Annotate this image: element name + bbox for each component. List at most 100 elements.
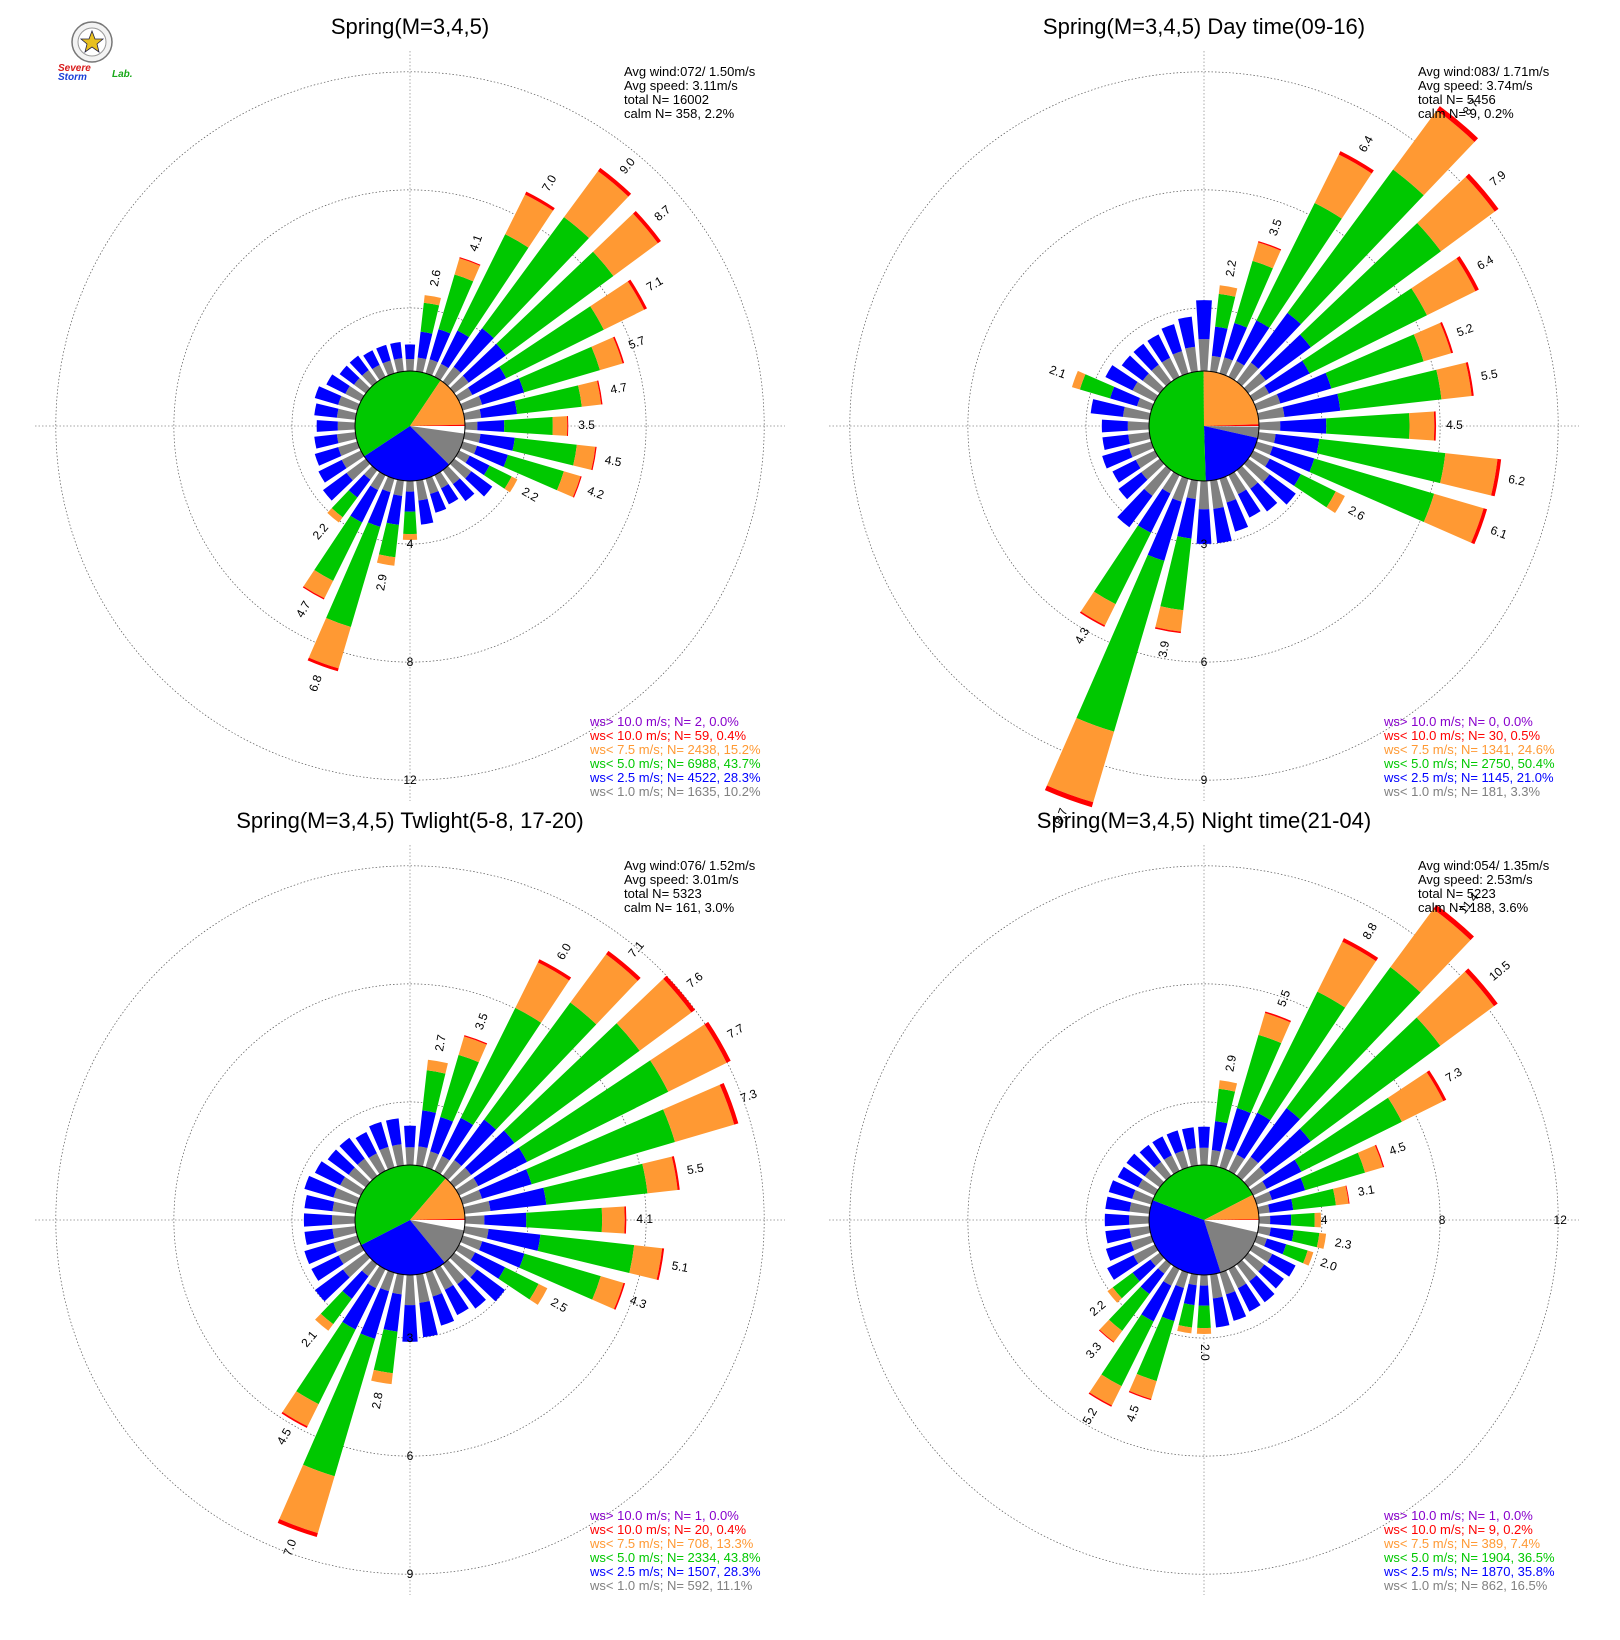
bar-segment-lt5 — [499, 306, 604, 379]
bar-segment-lt1 — [1132, 1190, 1154, 1205]
bar-value-label: 8.7 — [1052, 806, 1071, 827]
bar-segment-lt5 — [422, 1070, 446, 1113]
wind-bar — [442, 1259, 486, 1309]
pie-slice-lt7_5 — [1203, 371, 1259, 426]
bar-segment-lt1 — [1249, 1244, 1273, 1263]
bar-segment-lt2_5 — [1132, 1259, 1156, 1282]
bar-value-label: 5.5 — [1274, 988, 1293, 1009]
bar-segment-lt1 — [1210, 1273, 1223, 1299]
legend-line-lt10: ws< 10.0 m/s; N= 20, 0.4% — [589, 1522, 747, 1537]
wind-bar — [463, 1226, 665, 1281]
pie-slice-calm_sector — [1204, 426, 1259, 427]
bar-segment-lt2_5 — [488, 1187, 547, 1211]
bar-segment-lt7_5 — [629, 1245, 663, 1280]
bar-segment-lt2_5 — [1267, 1253, 1296, 1277]
bar-segment-lt7_5 — [591, 337, 623, 371]
bar-segment-lt2_5 — [1105, 1241, 1135, 1261]
bar-segment-lt2_5 — [468, 366, 507, 396]
grid-ring — [1085, 1101, 1323, 1339]
bar-segment-lt7_5 — [1326, 491, 1345, 514]
bar-segment-lt2_5 — [1166, 1130, 1184, 1154]
bar-segment-lt1 — [434, 1155, 450, 1175]
bar-segment-lt2_5 — [304, 1175, 337, 1198]
bar-value-label: 2.1 — [298, 1328, 320, 1350]
bar-segment-lt1 — [442, 465, 460, 485]
bar-segment-lt1 — [449, 458, 472, 479]
bar-segment-lt5 — [438, 274, 474, 334]
bar-segment-lt1 — [1198, 480, 1210, 510]
pie-slice-lt2_5 — [1149, 1200, 1221, 1275]
bar-segment-lt2_5 — [478, 378, 525, 405]
legend-line-lt1: ws< 1.0 m/s; N= 181, 3.3% — [1383, 784, 1541, 799]
bar-value-label: 7.0 — [539, 172, 560, 194]
wind-bar — [425, 1035, 488, 1170]
bar-segment-lt7_5 — [1390, 908, 1471, 993]
wind-bar — [1219, 476, 1249, 532]
bar-segment-lt1 — [1254, 1235, 1267, 1247]
bar-segment-lt2_5 — [404, 344, 416, 360]
bar-segment-lt1 — [1249, 385, 1270, 402]
wind-bar — [339, 1137, 378, 1181]
stat-line: Avg speed: 2.53m/s — [1418, 872, 1533, 887]
legend-line-gt10: ws> 10.0 m/s; N= 1, 0.0% — [589, 1508, 739, 1523]
bar-segment-lt1 — [425, 1151, 439, 1170]
bar-segment-lt7_5 — [1303, 1250, 1314, 1266]
legend-line-lt7_5: ws< 7.5 m/s; N= 2438, 15.2% — [589, 742, 761, 757]
bar-segment-lt1 — [1129, 1202, 1151, 1214]
bar-segment-lt7_5 — [315, 1313, 334, 1331]
bar-value-label: 4.5 — [1446, 418, 1463, 432]
bar-segment-lt5 — [503, 1023, 640, 1143]
bar-segment-lt1 — [1186, 479, 1198, 499]
wind-bar — [1104, 1213, 1150, 1227]
bar-value-label: 6.8 — [306, 673, 325, 694]
wind-bar — [434, 471, 459, 505]
bar-segment-lt7_5 — [1317, 941, 1377, 1008]
bar-segment-lt1 — [434, 471, 449, 489]
bar-segment-lt10 — [1088, 1392, 1112, 1407]
bar-value-label: 4.5 — [274, 1425, 295, 1447]
wind-bar — [315, 1259, 378, 1331]
stat-line: total N= 5456 — [1418, 92, 1496, 107]
bar-segment-lt7_5 — [423, 295, 441, 306]
bar-segment-lt10 — [671, 1156, 680, 1190]
bar-segment-lt5 — [1326, 413, 1410, 439]
wind-bar — [1210, 1080, 1238, 1167]
bar-segment-lt1 — [416, 1273, 430, 1303]
bar-segment-lt10 — [1440, 322, 1454, 354]
bar-segment-lt2_5 — [314, 447, 342, 466]
pie-slice-calm_sector — [1204, 1220, 1260, 1233]
pie-slice-lt2_5 — [364, 426, 450, 482]
bar-segment-lt1 — [1236, 1156, 1259, 1181]
bar-segment-lt2_5 — [1102, 448, 1133, 469]
wind-bar — [449, 1252, 505, 1302]
bar-segment-lt10 — [1465, 362, 1474, 396]
wind-bar — [449, 210, 661, 394]
bar-segment-lt1 — [1219, 476, 1236, 503]
bar-value-label: 2.7 — [432, 1033, 449, 1052]
bar-segment-lt1 — [405, 1147, 415, 1166]
ring-label: 12 — [1554, 1213, 1568, 1227]
legend-line-lt10: ws< 10.0 m/s; N= 9, 0.2% — [1383, 1522, 1533, 1537]
bar-value-label: 2.2 — [519, 484, 541, 505]
bar-segment-lt1 — [338, 1244, 365, 1265]
bar-segment-lt1 — [1161, 357, 1180, 381]
wind-bar — [1258, 411, 1437, 441]
bar-value-label: 3.9 — [1155, 639, 1172, 658]
wind-bar — [404, 344, 416, 372]
wind-bar — [455, 1021, 731, 1196]
bar-segment-lt2_5 — [314, 1161, 346, 1186]
bar-segment-lt7_5 — [650, 1024, 727, 1092]
bar-segment-lt2_5 — [470, 1269, 505, 1302]
bar-segment-lt5 — [1291, 1188, 1336, 1210]
bar-value-label: 2.1 — [1047, 362, 1068, 381]
bar-segment-lt2_5 — [1112, 459, 1141, 483]
bar-segment-lt1 — [342, 1252, 371, 1278]
bar-segment-lt7_5 — [505, 194, 554, 248]
bar-segment-lt1 — [405, 480, 415, 492]
bar-segment-lt5 — [1101, 1314, 1154, 1387]
wind-bar — [1219, 1011, 1292, 1170]
bar-segment-lt5 — [403, 511, 417, 535]
wind-bar — [322, 458, 371, 501]
bar-segment-lt1 — [393, 479, 404, 496]
bar-segment-lt1 — [380, 1270, 395, 1292]
